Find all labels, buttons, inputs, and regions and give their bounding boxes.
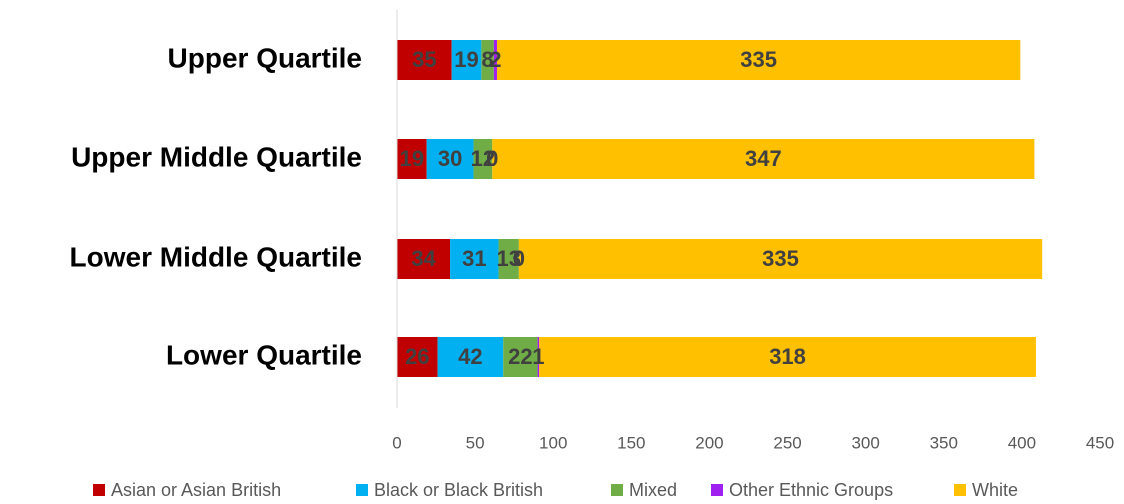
legend-swatch [954, 484, 966, 496]
data-label: 19 [454, 47, 478, 72]
data-label: 335 [740, 47, 777, 72]
category-label: Lower Middle Quartile [70, 241, 362, 272]
data-label: 2 [489, 47, 501, 72]
data-label: 35 [412, 47, 436, 72]
x-tick-label: 400 [1008, 433, 1036, 452]
legend-swatch [356, 484, 368, 496]
data-label: 19 [400, 146, 424, 171]
bar-segment [503, 337, 538, 377]
data-label: 12 [471, 146, 495, 171]
bar-segment [518, 239, 1043, 279]
data-label: 0 [513, 246, 525, 271]
category-labels: Upper Quartile Upper Middle Quartile Lower… [70, 42, 362, 370]
category-label: Lower Quartile [166, 339, 362, 370]
category-label: Upper Middle Quartile [71, 141, 362, 172]
x-axis-tick-labels: 0 50 100 150 200 250 300 350 400 450 [392, 433, 1114, 452]
bar-segment [426, 139, 474, 179]
x-tick-label: 200 [695, 433, 723, 452]
data-label: 0 [486, 146, 498, 171]
bar-segment [498, 239, 519, 279]
data-label: 22 [508, 344, 532, 369]
legend-label: Other Ethnic Groups [729, 480, 893, 500]
bar-segment [473, 139, 493, 179]
bar-segment [451, 40, 482, 80]
legend-swatch [93, 484, 105, 496]
x-tick-label: 300 [851, 433, 879, 452]
bar-segment [496, 40, 1021, 80]
legend-swatch [711, 484, 723, 496]
data-label: 335 [762, 246, 799, 271]
legend-label: Asian or Asian British [111, 480, 281, 500]
bar-segment [539, 337, 1036, 377]
data-label: 347 [745, 146, 782, 171]
bar-segment [481, 40, 494, 80]
bar-segment [397, 139, 427, 179]
legend: Asian or Asian British Black or Black Bri… [93, 480, 1018, 500]
bar-segment [450, 239, 499, 279]
category-label: Upper Quartile [168, 42, 362, 73]
bar-segment [492, 139, 1035, 179]
data-label: 8 [481, 47, 493, 72]
legend-label: White [972, 480, 1018, 500]
data-label: 31 [462, 246, 486, 271]
legend-swatch [611, 484, 623, 496]
x-tick-label: 150 [617, 433, 645, 452]
legend-label: Mixed [629, 480, 677, 500]
bar-segment [493, 40, 497, 80]
data-label: 318 [769, 344, 806, 369]
legend-label: Black or Black British [374, 480, 543, 500]
x-tick-label: 350 [930, 433, 958, 452]
bar-segment [397, 239, 451, 279]
data-label: 26 [405, 344, 429, 369]
bar-segment [397, 337, 438, 377]
data-label: 34 [411, 246, 436, 271]
bar-segments [397, 40, 1043, 377]
data-label: 1 [532, 344, 544, 369]
x-tick-label: 0 [392, 433, 401, 452]
bar-segment [537, 337, 540, 377]
x-tick-label: 100 [539, 433, 567, 452]
data-label: 30 [438, 146, 462, 171]
data-label: 42 [458, 344, 482, 369]
x-tick-label: 450 [1086, 433, 1114, 452]
x-tick-label: 50 [466, 433, 485, 452]
x-tick-label: 250 [773, 433, 801, 452]
data-label: 13 [496, 246, 520, 271]
bar-segment [397, 40, 452, 80]
bar-segment [437, 337, 504, 377]
